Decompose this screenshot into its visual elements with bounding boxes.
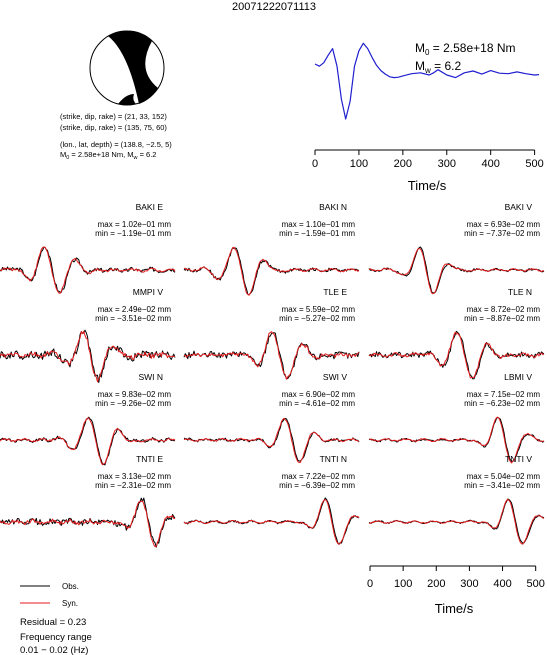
station-min: min = −4.61e−02 mm [279, 399, 355, 408]
station-min: min = −6.23e−02 mm [464, 399, 540, 408]
beachball [89, 30, 165, 106]
synthetic-trace [0, 500, 176, 548]
wave-tick-label: 500 [527, 578, 545, 590]
stf-tick-label: 100 [350, 158, 368, 170]
synthetic-trace [369, 498, 545, 545]
synthetic-trace [0, 246, 176, 294]
frequency-range-values: 0.01 − 0.02 (Hz) [20, 645, 88, 655]
station-name: TNTI N [320, 454, 347, 464]
synthetic-trace [0, 330, 176, 383]
station-name: TNTI V [505, 454, 532, 464]
station-min: min = −5.27e−02 mm [279, 314, 355, 323]
station-name: TNTI E [136, 454, 163, 464]
stf-m0-label: M0 = 2.58e+18 Nm [415, 41, 516, 57]
station-max: max = 1.02e−01 mm [98, 220, 172, 229]
station-name: TLE N [508, 287, 532, 297]
station-max: max = 2.49e−02 mm [98, 305, 172, 314]
station-max: max = 5.59e−02 mm [282, 305, 356, 314]
source-time-function-panel: M0 = 2.58e+18 Nm Mw = 6.2 0 100 200 300 400 5… [312, 41, 544, 193]
stf-tick-label: 0 [312, 158, 318, 170]
frequency-range-title: Frequency range [20, 632, 92, 643]
station-name: BAKI E [136, 202, 164, 212]
observed-trace [368, 330, 545, 380]
stf-tick-label: 400 [482, 158, 500, 170]
station-max: max = 7.15e−02 mm [467, 390, 541, 399]
wave-tick-label: 100 [394, 578, 412, 590]
station-min: min = −2.31e−02 mm [95, 481, 171, 490]
stf-line [314, 42, 540, 120]
station-max: max = 1.10e−01 mm [282, 220, 356, 229]
station-max: max = 3.13e−02 mm [98, 472, 172, 481]
moment-magnitude-line: M0 = 2.58e+18 Nm, Mw = 6.2 [60, 150, 156, 161]
station-min: min = −7.37e−02 mm [464, 229, 540, 238]
station-max: max = 6.90e−02 mm [282, 390, 356, 399]
stf-tick-label: 500 [525, 158, 543, 170]
station-min: min = −3.51e−02 mm [95, 314, 171, 323]
station-max: max = 6.93e−02 mm [467, 220, 541, 229]
station-max: max = 9.83e−02 mm [98, 390, 172, 399]
waveform-x-axis: 0 100 200 300 400 500 [367, 565, 545, 590]
legend-syn-label: Syn. [62, 599, 78, 608]
station-max: max = 8.72e−02 mm [467, 305, 541, 314]
wave-tick-label: 200 [427, 578, 445, 590]
synthetic-trace [0, 417, 176, 466]
beachball-compressional-quadrant-2 [118, 94, 136, 106]
wave-tick-label: 0 [367, 578, 373, 590]
station-name: SWI N [138, 372, 163, 382]
synthetic-trace [183, 331, 360, 380]
hypocenter: (lon., lat, depth) = (138.8, −2.5, 5) [60, 140, 172, 149]
stf-tick-label: 200 [394, 158, 412, 170]
wave-tick-label: 300 [460, 578, 478, 590]
station-min: min = −1.19e−01 mm [95, 229, 171, 238]
beachball-compressional-quadrant [108, 30, 158, 105]
legend-obs-label: Obs. [62, 582, 79, 591]
nodal-plane-1: (strike, dip, rake) = (21, 33, 152) [60, 112, 167, 121]
synthetic-trace [183, 417, 360, 463]
figure-title: 20071222071113 [232, 1, 316, 13]
station-name: LBMI V [504, 372, 532, 382]
synthetic-trace [368, 248, 545, 295]
station-name: TLE E [323, 287, 347, 297]
station-name: MMPI V [133, 287, 164, 297]
synthetic-trace [183, 499, 360, 545]
station-name: BAKI N [319, 202, 347, 212]
legend: Obs. Syn. Residual = 0.23 Frequency rang… [20, 582, 92, 655]
nodal-plane-2: (strike, dip, rake) = (135, 75, 60) [60, 123, 167, 132]
stf-tick-label: 300 [438, 158, 456, 170]
wave-tick-label: 400 [493, 578, 511, 590]
stf-x-axis: 0 100 200 300 400 500 [312, 149, 544, 170]
residual-label: Residual = 0.23 [20, 617, 86, 628]
source-parameters: (strike, dip, rake) = (21, 33, 152) (str… [60, 112, 172, 161]
station-min: min = −6.39e−02 mm [279, 481, 355, 490]
observed-trace [0, 329, 176, 383]
station-min: min = −3.41e−02 mm [464, 481, 540, 490]
station-min: min = −8.87e−02 mm [464, 314, 540, 323]
synthetic-trace [183, 246, 360, 296]
stf-x-axis-label: Time/s [408, 178, 447, 193]
station-max: max = 7.22e−02 mm [282, 472, 356, 481]
synthetic-trace [368, 416, 545, 464]
synthetic-trace [368, 331, 545, 379]
waveform-x-axis-label: Time/s [435, 601, 474, 616]
station-max: max = 5.04e−02 mm [467, 472, 541, 481]
station-min: min = −1.59e−01 mm [279, 229, 355, 238]
station-name: BAKI V [505, 202, 533, 212]
station-min: min = −9.26e−02 mm [95, 399, 171, 408]
station-name: SWI V [323, 372, 347, 382]
